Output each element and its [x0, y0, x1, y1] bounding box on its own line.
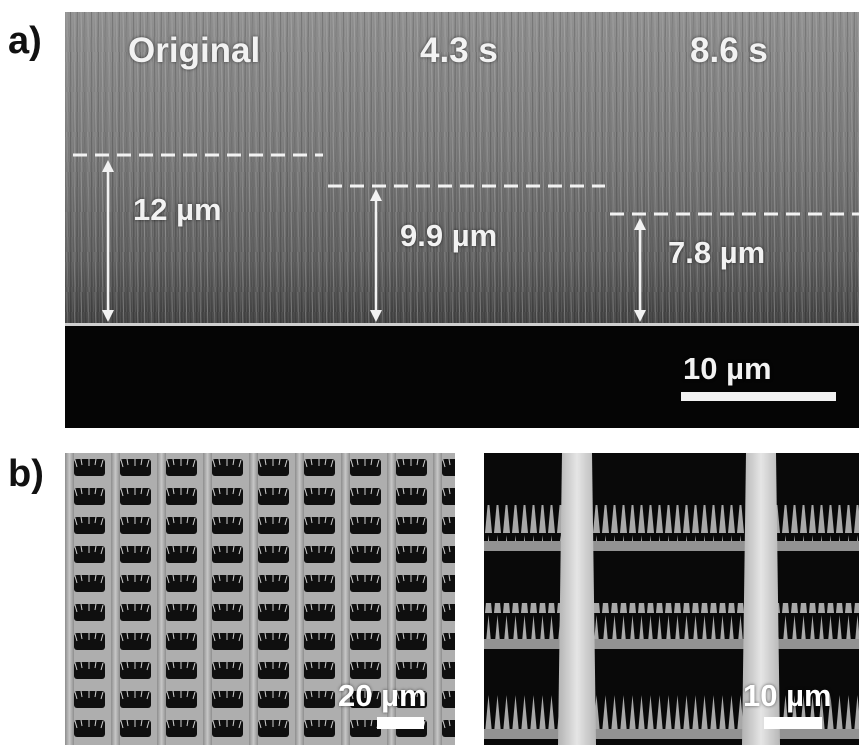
panel-b-left-scale-label: 20 µm — [338, 678, 427, 713]
height-label-9-9um: 9.9 µm — [400, 218, 498, 253]
grid-array-micrograph-high-mag — [484, 453, 859, 745]
cross-section-micrograph — [65, 12, 859, 428]
column-label-original: Original — [128, 31, 261, 70]
substrate-line — [65, 323, 859, 326]
final-height-arrow — [634, 218, 646, 322]
grid-array-micrograph-low-mag — [65, 453, 455, 745]
height-label-12um: 12 µm — [133, 192, 222, 227]
mid-height-arrow — [370, 189, 382, 322]
panel-a-letter: a) — [8, 20, 42, 62]
column-label-8-6s: 8.6 s — [690, 31, 768, 70]
column-label-4-3s: 4.3 s — [420, 31, 498, 70]
panel-b-right-scale-label: 10 µm — [743, 678, 832, 713]
panel-b-letter: b) — [8, 453, 44, 495]
height-label-7-8um: 7.8 µm — [668, 235, 766, 270]
original-height-arrow — [102, 160, 114, 322]
panel-a-scale-bar — [681, 392, 836, 401]
panel-b-left-scale-bar — [377, 717, 424, 729]
panel-a-scale-label: 10 µm — [683, 351, 772, 386]
panel-b-right-scale-bar — [764, 717, 822, 729]
